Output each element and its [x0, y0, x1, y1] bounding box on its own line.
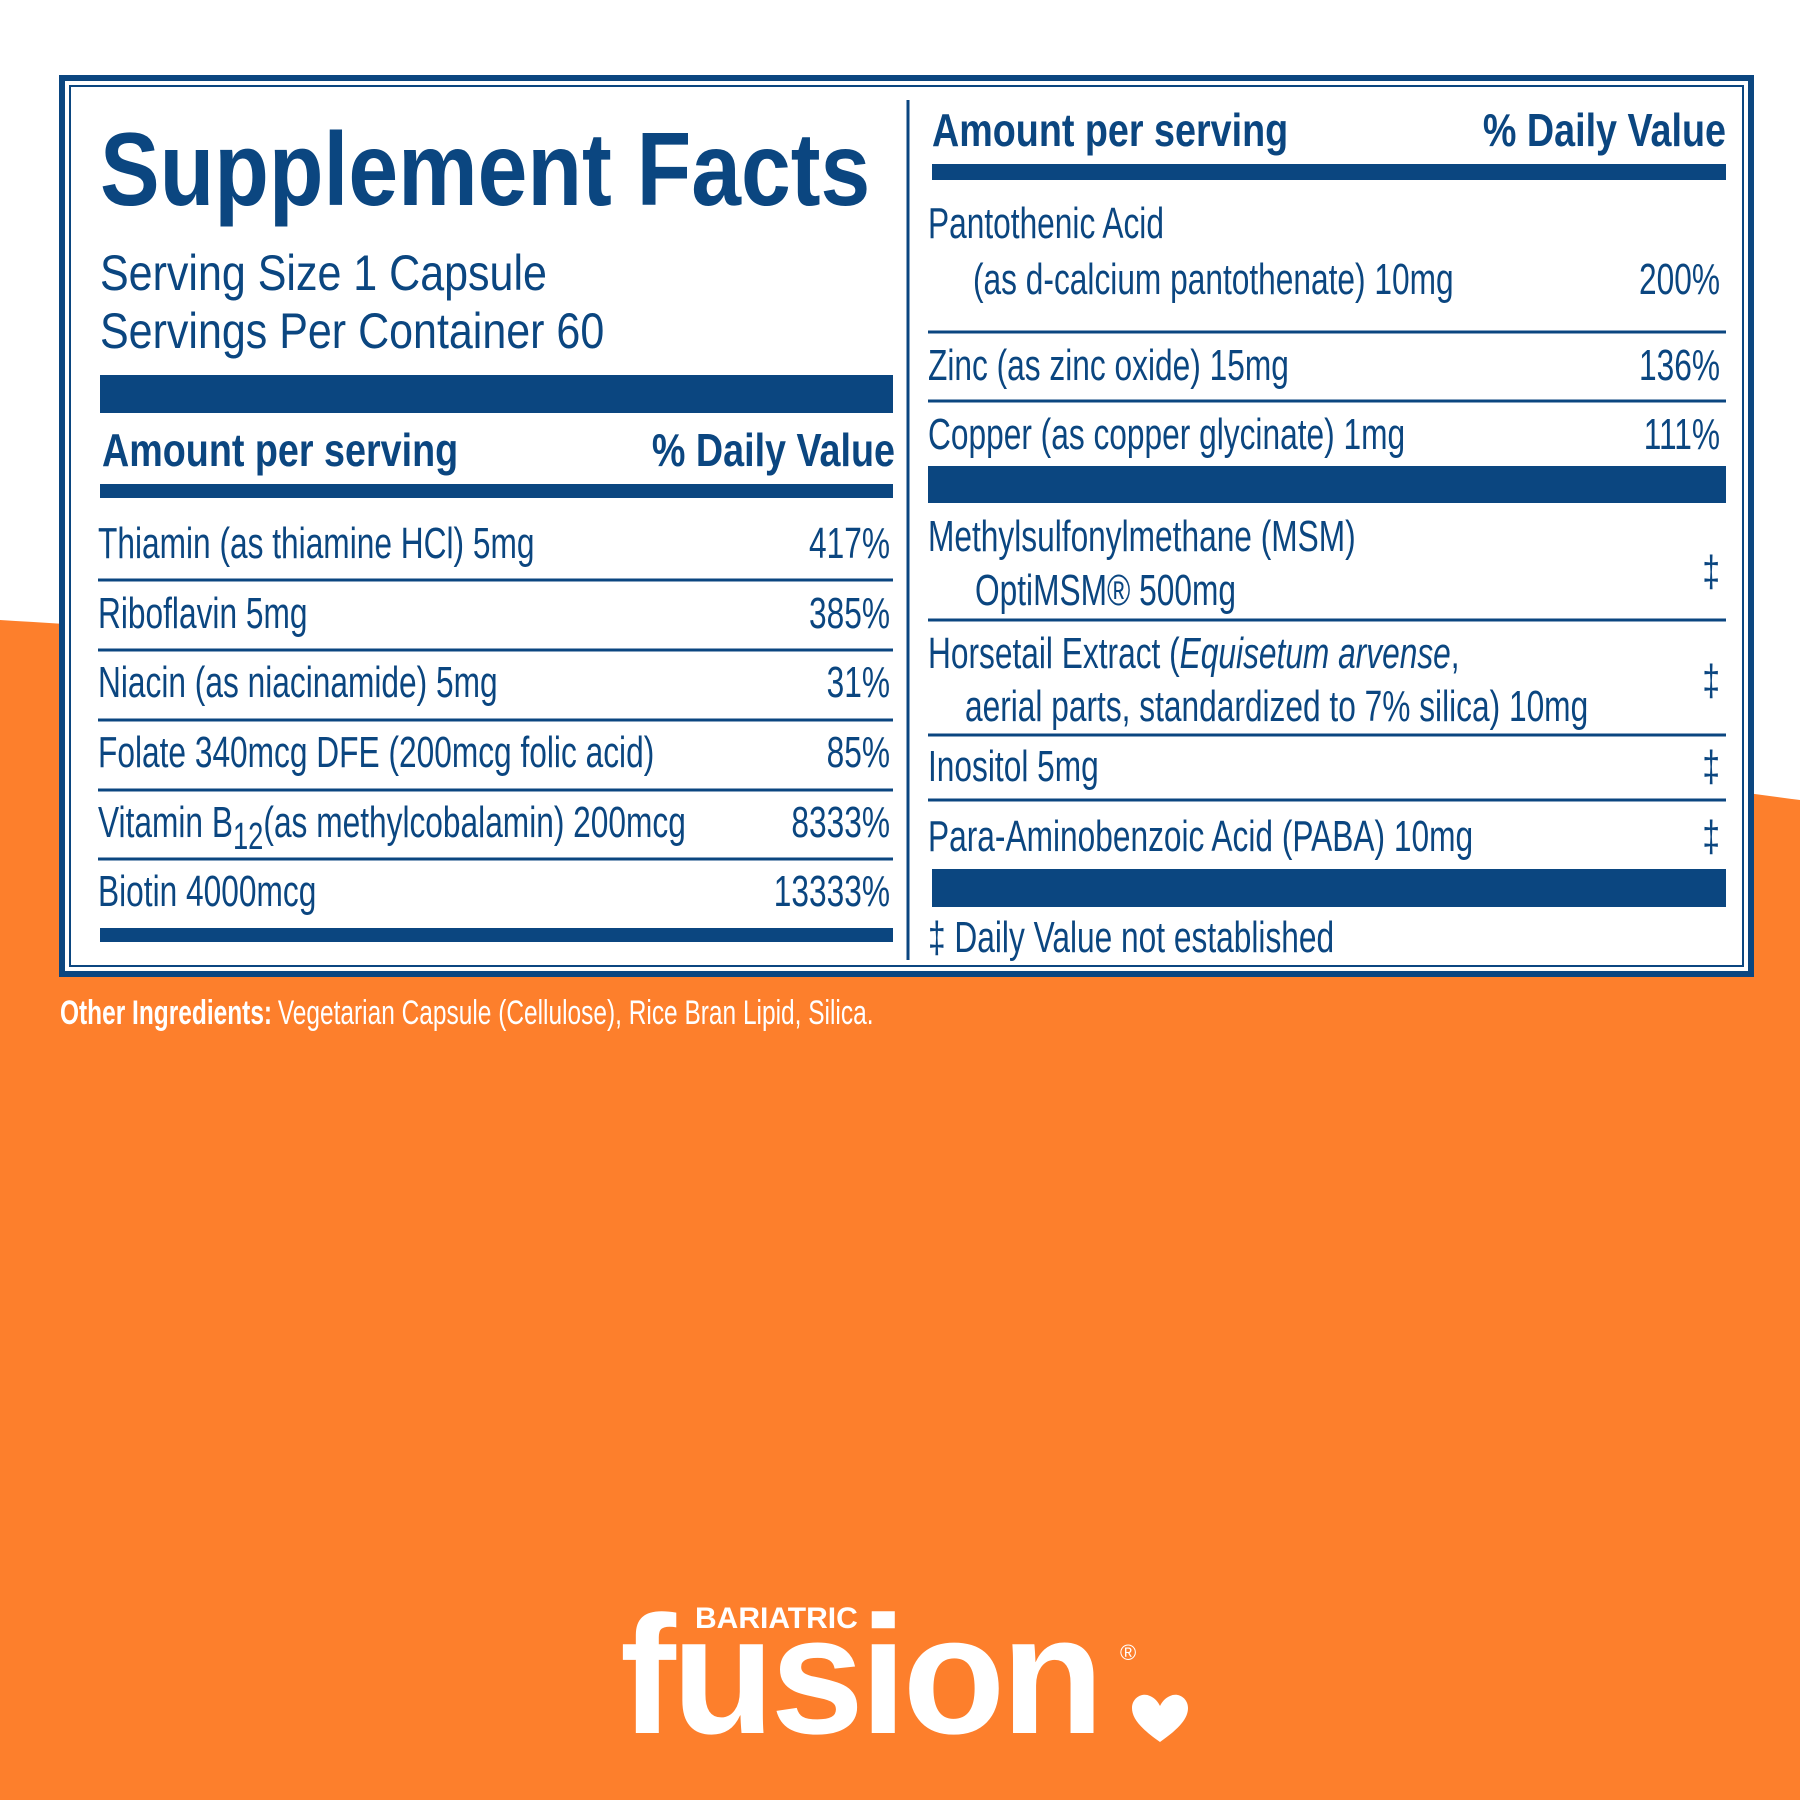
daily-value: ‡ — [1702, 656, 1720, 705]
nutrient-name: Vitamin B12(as methylcobalamin) 200mcg — [98, 798, 686, 858]
daily-value: ‡ — [1702, 812, 1720, 861]
name-part: , — [1451, 629, 1460, 678]
nutrient-name: Methylsulfonylmethane (MSM) — [928, 512, 1356, 561]
nutrient-name: Thiamin (as thiamine HCl) 5mg — [98, 519, 534, 568]
thick-bar — [928, 466, 1726, 503]
nutrient-name: Horsetail Extract (Equisetum arvense, — [928, 629, 1460, 678]
header-bar — [932, 164, 1726, 180]
title: Supplement Facts — [100, 111, 870, 228]
other-ingredients: Other Ingredients: Vegetarian Capsule (Ce… — [60, 994, 874, 1032]
header-bar — [100, 484, 893, 498]
brand-name: fusion — [620, 1581, 1100, 1769]
daily-value: 136% — [1639, 341, 1720, 390]
daily-value: 85% — [827, 728, 890, 777]
daily-value: 8333% — [791, 798, 890, 847]
nutrient-name: Riboflavin 5mg — [98, 589, 307, 638]
latin-name: Equisetum arvense — [1180, 629, 1451, 678]
nutrient-detail: (as d-calcium pantothenate) 10mg — [973, 255, 1454, 304]
label-inner-border — [69, 85, 1744, 967]
brand-tagline: BARIATRIC — [695, 1602, 858, 1635]
nutrient-name: Inositol 5mg — [928, 742, 1099, 791]
other-ingredients-label: Other Ingredients: — [60, 994, 272, 1032]
serving-size: Serving Size 1 Capsule — [100, 245, 547, 301]
daily-value: 13333% — [774, 867, 890, 916]
nutrient-detail: aerial parts, standardized to 7% silica)… — [965, 682, 1588, 731]
header-amount: Amount per serving — [932, 104, 1288, 155]
subscript: 12 — [233, 816, 263, 858]
thick-bar — [932, 869, 1726, 907]
other-ingredients-text: Vegetarian Capsule (Cellulose), Rice Bra… — [278, 994, 874, 1032]
daily-value: 200% — [1639, 255, 1720, 304]
name-part: Vitamin B — [98, 798, 233, 847]
daily-value: ‡ — [1702, 547, 1720, 596]
daily-value: 417% — [809, 519, 890, 568]
brand-registered: ® — [1120, 1640, 1136, 1665]
thick-bar — [100, 375, 893, 413]
header-amount: Amount per serving — [102, 424, 458, 475]
nutrient-name: Pantothenic Acid — [928, 199, 1164, 248]
daily-value: 385% — [809, 589, 890, 638]
brand-heart — [1132, 1694, 1188, 1742]
daily-value: ‡ — [1702, 742, 1720, 791]
daily-value: 31% — [827, 658, 890, 707]
nutrient-name: Copper (as copper glycinate) 1mg — [928, 410, 1405, 459]
nutrient-name: Biotin 4000mcg — [98, 867, 316, 916]
header-daily-value: % Daily Value — [652, 424, 895, 475]
footnote: ‡ Daily Value not established — [928, 913, 1334, 962]
bottom-bar — [100, 928, 893, 942]
header-daily-value: % Daily Value — [1483, 104, 1726, 155]
name-part: Horsetail Extract ( — [928, 629, 1180, 678]
nutrient-detail: OptiMSM® 500mg — [975, 566, 1236, 615]
servings-per-container: Servings Per Container 60 — [100, 303, 604, 359]
nutrient-name: Zinc (as zinc oxide) 15mg — [928, 341, 1289, 390]
nutrient-name: Para-Aminobenzoic Acid (PABA) 10mg — [928, 812, 1473, 861]
nutrient-name: Niacin (as niacinamide) 5mg — [98, 658, 498, 707]
name-part: (as methylcobalamin) 200mcg — [263, 798, 685, 847]
nutrient-name: Folate 340mcg DFE (200mcg folic acid) — [98, 728, 654, 777]
daily-value: 111% — [1644, 410, 1720, 459]
